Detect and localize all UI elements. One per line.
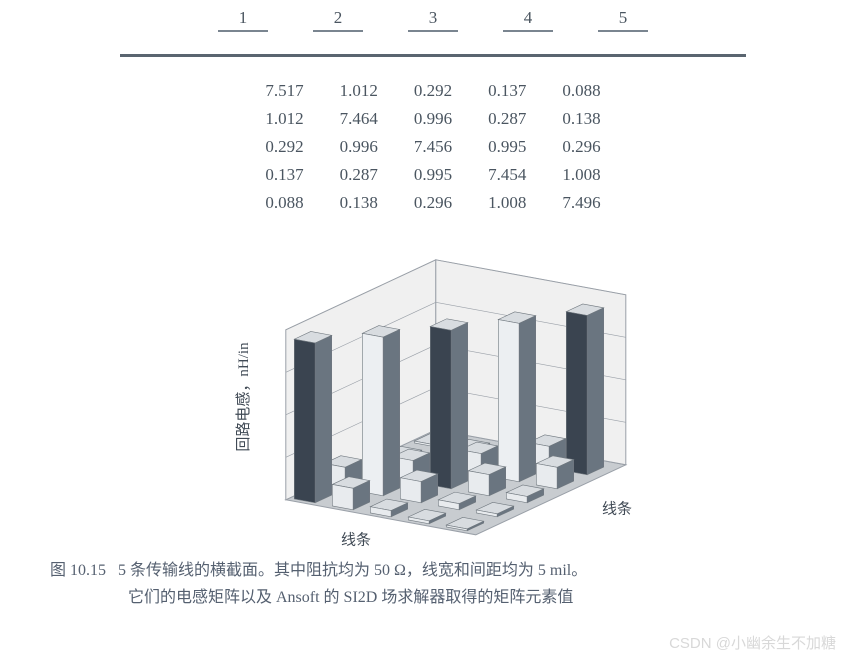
inductance-matrix-table: 7.5171.0120.2920.1370.0881.0127.4640.996… — [247, 77, 618, 217]
table-cell: 0.088 — [544, 77, 618, 105]
table-cell: 0.138 — [544, 105, 618, 133]
table-cell: 0.292 — [396, 77, 470, 105]
table-row: 0.1370.2870.9957.4541.008 — [247, 161, 618, 189]
table-cell: 7.456 — [396, 133, 470, 161]
table-cell: 0.292 — [247, 133, 321, 161]
table-cell: 0.996 — [396, 105, 470, 133]
table-row: 0.0880.1380.2961.0087.496 — [247, 189, 618, 217]
caption-line2: 它们的电感矩阵以及 Ansoft 的 SI2D 场求解器取得的矩阵元素值 — [50, 584, 816, 611]
table-cell: 1.008 — [470, 189, 544, 217]
3d-bar-chart: 回路电感，nH/in线条线条 — [193, 227, 673, 547]
table-cell: 1.008 — [544, 161, 618, 189]
table-cell: 1.012 — [247, 105, 321, 133]
col-header: 1 — [218, 8, 268, 32]
watermark: CSDN @小幽余生不加糖 — [669, 632, 836, 653]
caption-prefix: 图 10.15 — [50, 562, 106, 579]
svg-text:回路电感，nH/in: 回路电感，nH/in — [235, 342, 252, 452]
table-cell: 7.464 — [322, 105, 396, 133]
table-cell: 0.137 — [247, 161, 321, 189]
table-cell: 1.012 — [322, 77, 396, 105]
col-header: 3 — [408, 8, 458, 32]
table-row: 1.0127.4640.9960.2870.138 — [247, 105, 618, 133]
table-cell: 0.995 — [470, 133, 544, 161]
table-cell: 0.088 — [247, 189, 321, 217]
table-row: 7.5171.0120.2920.1370.088 — [247, 77, 618, 105]
col-header: 2 — [313, 8, 363, 32]
svg-text:线条: 线条 — [602, 501, 632, 518]
table-row: 0.2920.9967.4560.9950.296 — [247, 133, 618, 161]
table-cell: 0.287 — [470, 105, 544, 133]
table-cell: 7.454 — [470, 161, 544, 189]
table-cell: 0.996 — [322, 133, 396, 161]
table-cell: 0.296 — [396, 189, 470, 217]
table-cell: 7.517 — [247, 77, 321, 105]
caption-line1: 5 条传输线的横截面。其中阻抗均为 50 Ω，线宽和间距均为 5 mil。 — [118, 562, 587, 579]
table-cell: 0.995 — [396, 161, 470, 189]
table-cell: 0.296 — [544, 133, 618, 161]
table-cell: 7.496 — [544, 189, 618, 217]
col-header: 4 — [503, 8, 553, 32]
table-rule — [120, 54, 746, 57]
table-cell: 0.138 — [322, 189, 396, 217]
col-header: 5 — [598, 8, 648, 32]
table-header-row: 1 2 3 4 5 — [80, 8, 786, 36]
svg-text:线条: 线条 — [341, 531, 371, 547]
figure-caption: 图 10.15 5 条传输线的横截面。其中阻抗均为 50 Ω，线宽和间距均为 5… — [50, 557, 816, 611]
table-cell: 0.287 — [322, 161, 396, 189]
table-cell: 0.137 — [470, 77, 544, 105]
